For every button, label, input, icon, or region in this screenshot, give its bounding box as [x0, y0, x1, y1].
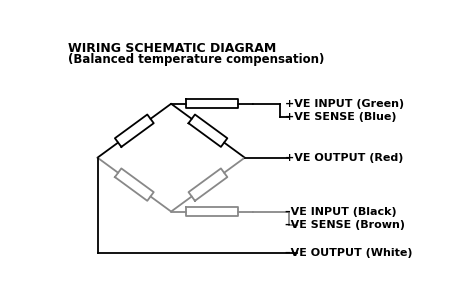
Text: +VE INPUT (Green): +VE INPUT (Green): [285, 99, 404, 109]
Text: –VE INPUT (Black): –VE INPUT (Black): [285, 207, 397, 217]
Text: –VE OUTPUT (White): –VE OUTPUT (White): [285, 248, 413, 258]
Text: –VE SENSE (Brown): –VE SENSE (Brown): [285, 220, 405, 230]
Text: WIRING SCHEMATIC DIAGRAM: WIRING SCHEMATIC DIAGRAM: [68, 42, 276, 55]
Text: +VE SENSE (Blue): +VE SENSE (Blue): [285, 112, 397, 122]
Text: +VE OUTPUT (Red): +VE OUTPUT (Red): [285, 153, 403, 163]
Text: (Balanced temperature compensation): (Balanced temperature compensation): [68, 53, 324, 66]
